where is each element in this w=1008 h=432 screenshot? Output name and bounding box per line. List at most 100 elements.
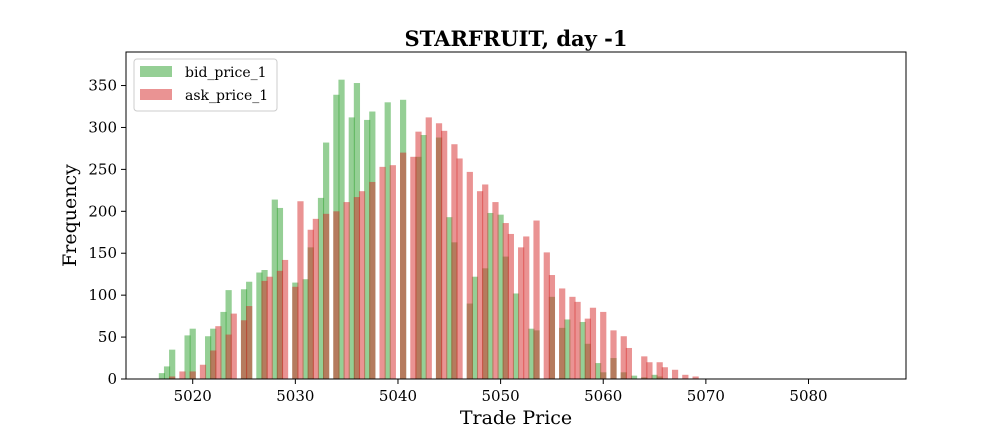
ask-bar-9: [246, 306, 253, 379]
ask-bar-28: [415, 131, 422, 379]
ask-bar-20: [343, 202, 350, 379]
x-axis-ticks: 5020 5030 5040 5050 5060 5070 5080: [174, 379, 828, 405]
bid-bar-5: [205, 336, 212, 379]
bid-bar-18: [317, 197, 325, 379]
ask-bar-49: [589, 307, 597, 379]
ask-bar-40: [518, 247, 525, 379]
ask-bar-54: [641, 356, 648, 379]
ask-bar-45: [559, 288, 566, 379]
ask-bar-41: [523, 236, 530, 379]
ask-bar-17: [312, 218, 319, 379]
ask-bar-18: [323, 213, 330, 379]
ask-bar-48: [584, 318, 591, 379]
chart-legend: bid_price_1 ask_price_1: [133, 58, 278, 112]
bid-bar-44: [564, 319, 571, 379]
ask-bar-13: [281, 259, 289, 379]
legend-swatch-ask: [140, 89, 172, 100]
legend-swatch-bid: [140, 66, 172, 77]
bid-bar-47: [595, 363, 602, 379]
ask-bar-5: [215, 326, 222, 379]
ask-bar-27: [410, 156, 417, 379]
ask-bar-31: [441, 130, 448, 379]
ask-bar-26: [400, 152, 407, 379]
bid-bar-26: [384, 102, 391, 379]
ask-bar-3: [199, 364, 207, 379]
ask-bar-52: [620, 336, 627, 379]
x-tick-label-2: 5040: [379, 387, 417, 405]
bid-bar-40: [528, 328, 535, 379]
ask-bar-55: [646, 362, 653, 379]
ask-bar-47: [574, 301, 581, 379]
ask-bar-12: [276, 270, 284, 379]
ask-bar-42: [533, 220, 540, 379]
bid-bar-3: [184, 335, 191, 379]
bid-bar-16: [302, 279, 309, 379]
bid-bar-0: [158, 373, 166, 379]
ask-bar-56: [656, 362, 663, 379]
legend-label-ask: ask_price_1: [185, 88, 268, 104]
plot-area-frame: [125, 51, 907, 380]
x-tick-label-1: 5030: [276, 387, 314, 405]
bid-bar-51: [630, 375, 638, 379]
x-axis-title: Trade Price: [460, 407, 572, 429]
y-tick-label-1: 50: [98, 328, 117, 346]
x-tick-label-5: 5070: [687, 387, 725, 405]
ask-bar-15: [297, 201, 304, 379]
ask-bar-10: [261, 280, 268, 379]
bid-bar-31: [446, 217, 453, 379]
ask-bar-30: [435, 123, 443, 380]
ask-bar-19: [333, 211, 340, 379]
y-tick-label-2: 100: [88, 286, 117, 304]
ask-bar-22: [358, 191, 366, 379]
ask-bar-46: [569, 296, 576, 379]
bid-bar-2: [169, 349, 176, 379]
bid-bar-4: [189, 328, 196, 379]
ask-bar-60: [692, 376, 699, 379]
ask-bar-24: [379, 166, 386, 379]
ask-bar-0: [169, 376, 176, 379]
ask-bar-34: [466, 171, 473, 379]
ask-bar-39: [507, 233, 514, 379]
ask-bar-23: [369, 181, 376, 379]
ask-bar-33: [456, 158, 463, 379]
ask-bar-7: [230, 313, 237, 379]
ask-bar-1: [179, 371, 186, 379]
y-tick-label-7: 350: [88, 77, 117, 95]
x-tick-label-3: 5050: [482, 387, 520, 405]
ask-bar-29: [425, 117, 432, 380]
bid-bar-53: [651, 374, 658, 379]
ask-bar-59: [682, 374, 689, 379]
ask-series-bars: [169, 117, 699, 380]
bid-bar-7: [220, 311, 227, 379]
bid-bar-45: [579, 321, 586, 379]
y-tick-label-4: 200: [88, 202, 117, 220]
legend-label-bid: bid_price_1: [185, 65, 267, 81]
ask-bar-11: [266, 276, 273, 379]
chart-title: STARFRUIT, day -1: [405, 26, 628, 51]
bid-bar-13: [271, 199, 278, 379]
bid-bar-24: [364, 119, 371, 380]
ask-bar-25: [389, 165, 396, 379]
ask-bar-50: [600, 311, 607, 379]
x-tick-label-6: 5080: [789, 387, 827, 405]
x-tick-label-4: 5060: [584, 387, 622, 405]
ask-bar-43: [543, 252, 550, 379]
bid-bar-29: [420, 135, 427, 379]
bid-bar-39: [512, 293, 520, 379]
y-axis-ticks: 0 50 100 150 200 250 300 350: [88, 77, 126, 388]
bid-bar-37: [497, 214, 504, 379]
y-tick-label-3: 150: [88, 244, 117, 262]
bid-bar-11: [256, 272, 263, 379]
ask-bar-58: [671, 369, 679, 379]
ask-bar-21: [353, 197, 361, 379]
bid-bar-36: [487, 212, 494, 379]
x-tick-label-0: 5020: [174, 387, 212, 405]
ask-bar-32: [451, 144, 458, 379]
ask-bar-36: [482, 184, 489, 379]
y-axis-title: Frequency: [59, 164, 81, 267]
bid-bar-22: [348, 117, 355, 380]
ask-bar-44: [548, 275, 556, 379]
y-tick-label-6: 300: [88, 118, 117, 136]
y-tick-label-0: 0: [107, 370, 117, 388]
ask-bar-14: [292, 286, 299, 379]
